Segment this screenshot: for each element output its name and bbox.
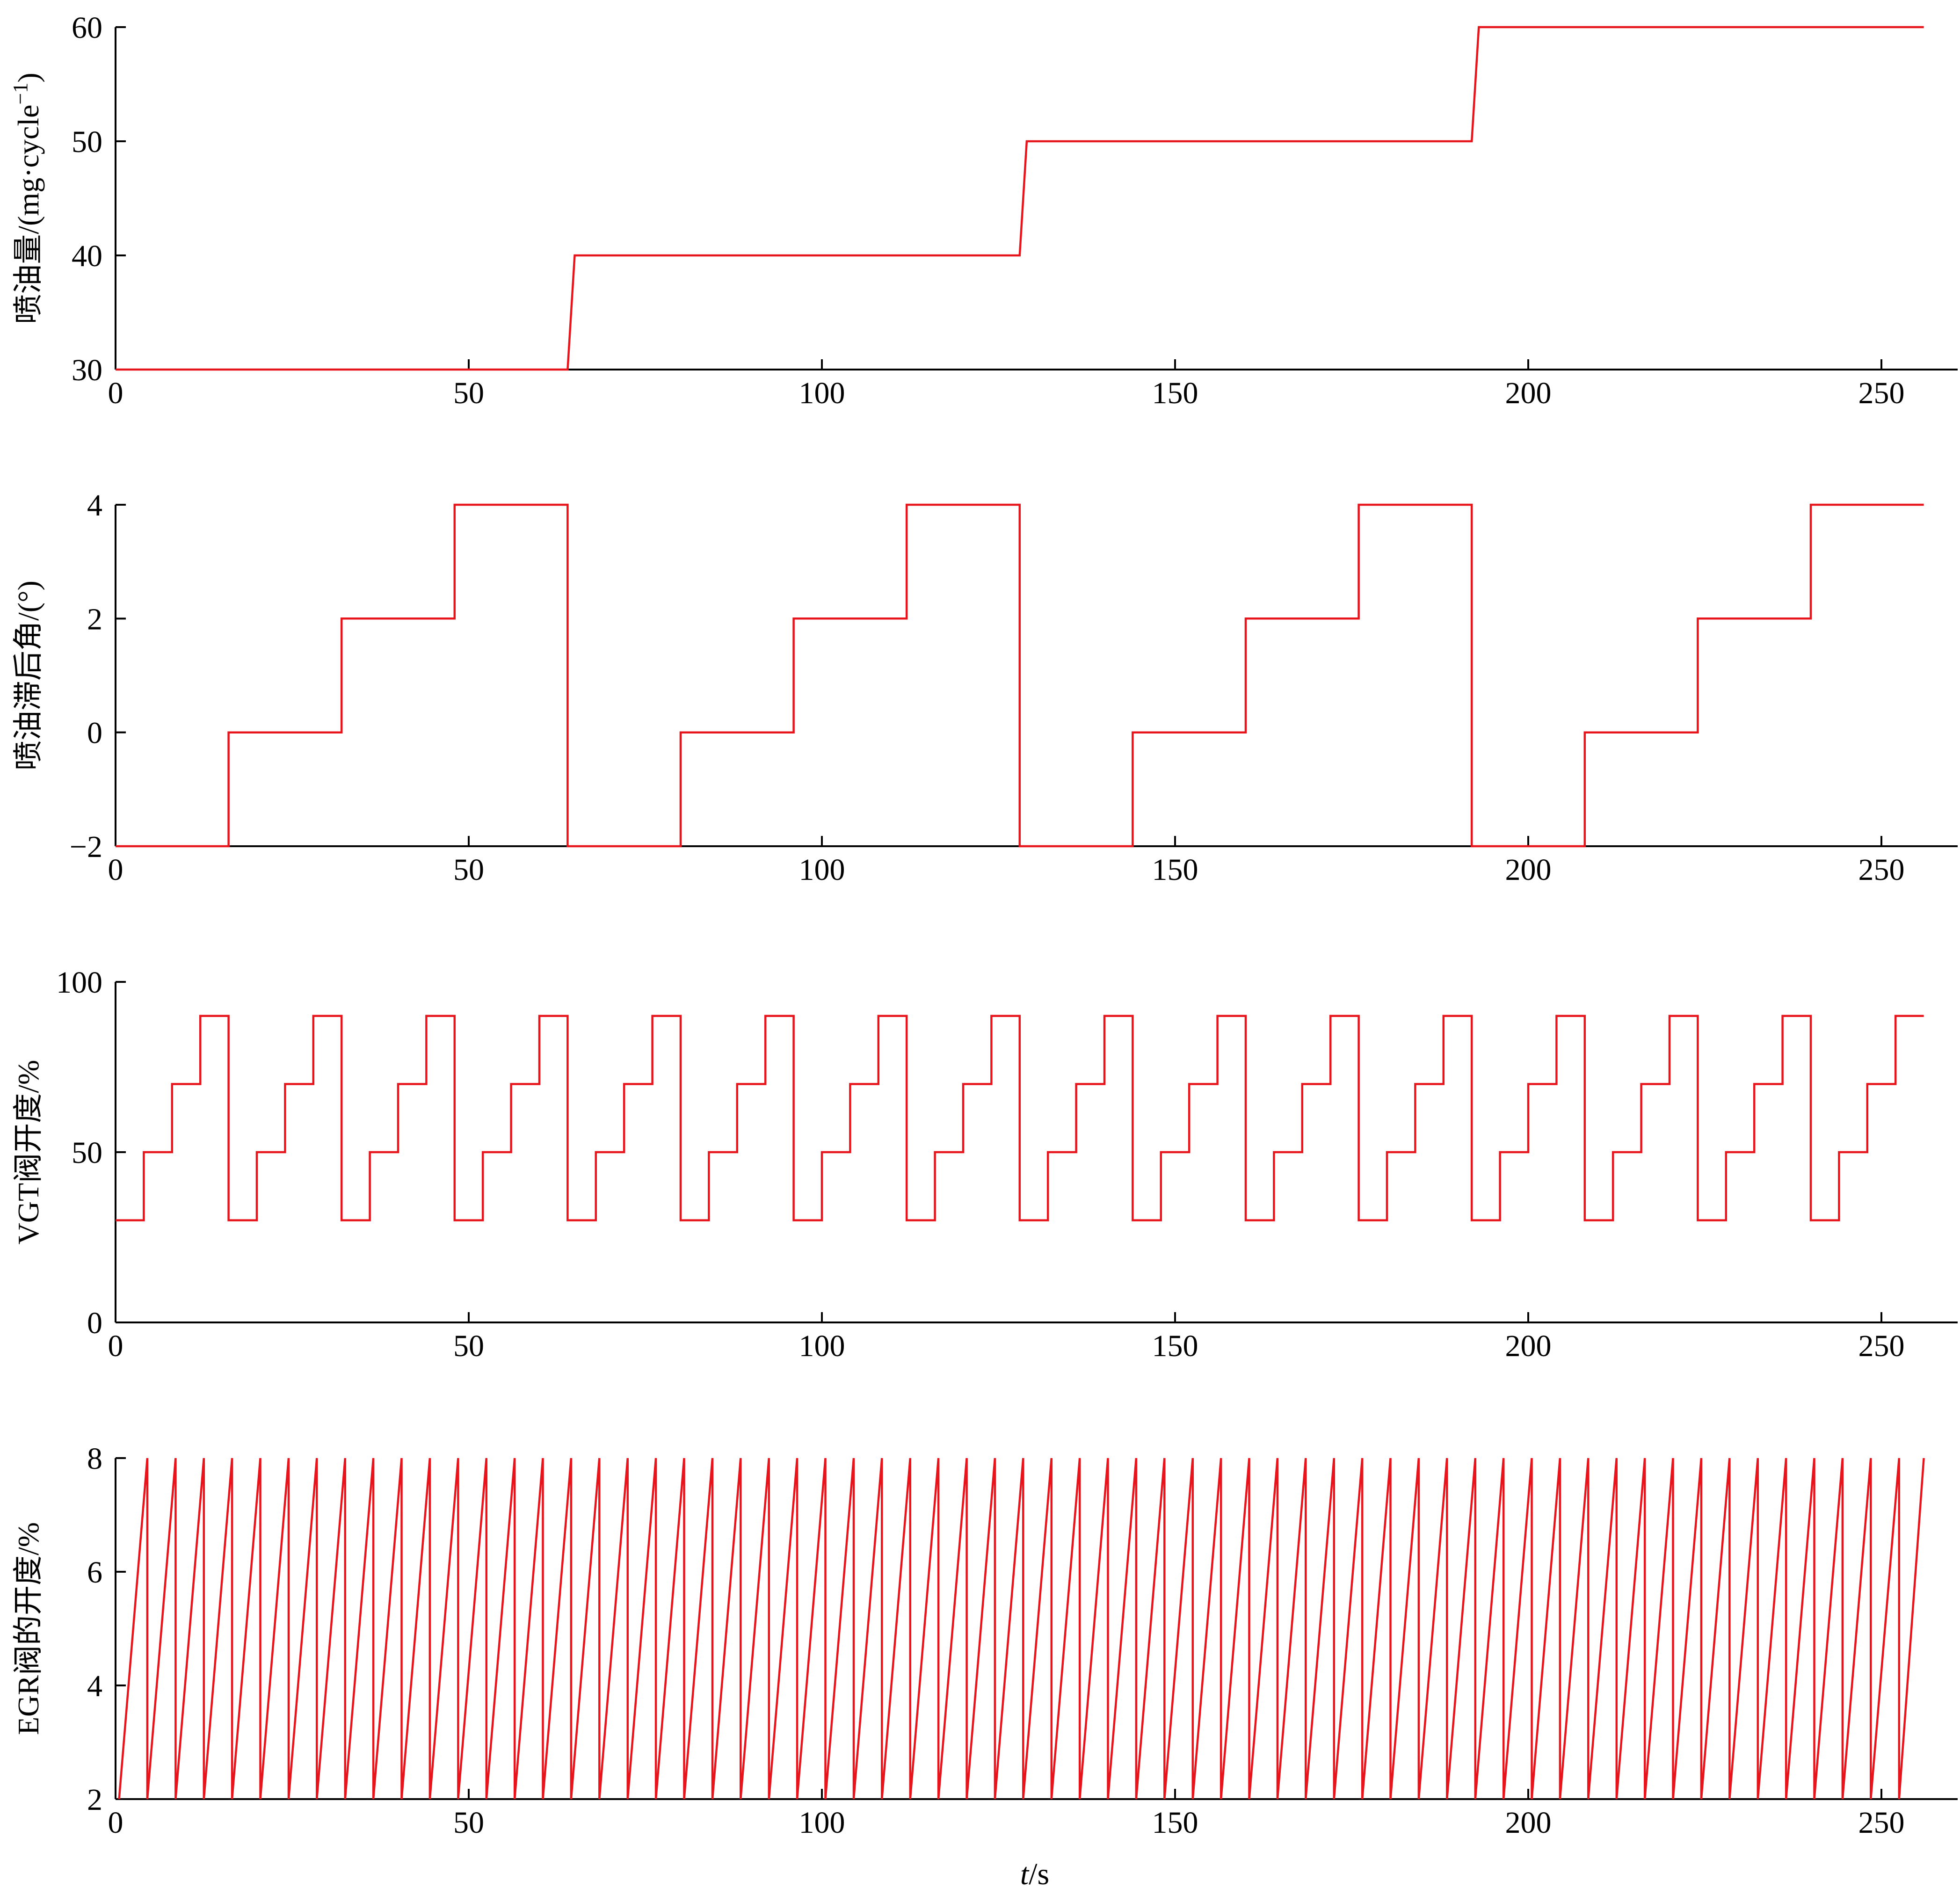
y-tick-label: 50 xyxy=(72,1136,102,1170)
x-tick-label: 250 xyxy=(1858,1806,1905,1840)
x-tick-label: 150 xyxy=(1152,376,1198,410)
y-tick-label: 60 xyxy=(72,11,102,45)
x-tick-label: 100 xyxy=(799,1806,845,1840)
x-tick-label: 50 xyxy=(453,1806,484,1840)
y-tick-label: 6 xyxy=(87,1555,102,1590)
subplot-1: 0 50 100 150 200 250 30 40 50 60 喷油量/(mg·cycle−1) xyxy=(9,11,1958,410)
y-axis-label: 喷油滞后角/(°) xyxy=(12,581,45,770)
x-axis-label-variable: t xyxy=(1020,1857,1030,1891)
y-tick-label: 100 xyxy=(56,966,102,1000)
y-axis-label: VGT阀开度/% xyxy=(12,1060,45,1245)
x-tick-label: 250 xyxy=(1858,376,1905,410)
x-tick-label: 50 xyxy=(453,376,484,410)
y-axis-label: EGR阀的开度/% xyxy=(12,1522,45,1735)
series-line xyxy=(116,26,1924,371)
x-tick-label: 200 xyxy=(1505,376,1552,410)
x-tick-label: 50 xyxy=(453,1329,484,1363)
x-tick-label: 0 xyxy=(108,853,123,887)
x-tick-label: 200 xyxy=(1505,1329,1552,1363)
y-tick-label: 2 xyxy=(87,1783,102,1817)
y-tick-label: 0 xyxy=(87,1306,102,1340)
y-tick-label: 0 xyxy=(87,716,102,750)
x-tick-label: 200 xyxy=(1505,853,1552,887)
x-tick-label: 150 xyxy=(1152,1806,1198,1840)
x-tick-label: 100 xyxy=(799,853,845,887)
series-line xyxy=(116,1015,1924,1221)
subplot-4: 0 50 100 150 200 250 2 4 6 8 EGR阀的开度/% xyxy=(12,1442,1958,1840)
x-tick-label: 250 xyxy=(1858,853,1905,887)
x-tick-label: 150 xyxy=(1152,1329,1198,1363)
y-tick-label: 8 xyxy=(87,1442,102,1476)
x-axis-label: t/s xyxy=(1020,1857,1049,1891)
subplot-3: 0 50 100 150 200 250 0 50 100 VGT阀开度/% xyxy=(12,966,1958,1363)
x-tick-label: 50 xyxy=(453,853,484,887)
y-tick-label: 4 xyxy=(87,1669,102,1703)
y-tick-label: 40 xyxy=(72,239,102,273)
subplots: 0 50 100 150 200 25030405060喷油量/(mg·cycle−1)0… xyxy=(9,11,1958,1840)
x-tick-label: 250 xyxy=(1858,1329,1905,1363)
y-tick-label: 50 xyxy=(72,125,102,159)
x-axis-label-unit: /s xyxy=(1029,1857,1049,1891)
x-tick-label: 100 xyxy=(799,376,845,410)
y-tick-label: −2 xyxy=(70,830,102,864)
x-tick-label: 0 xyxy=(108,1806,123,1840)
y-tick-label: 4 xyxy=(87,488,102,523)
x-tick-label: 100 xyxy=(799,1329,845,1363)
series-line xyxy=(116,503,1924,848)
x-tick-label: 0 xyxy=(108,376,123,410)
y-tick-label: 30 xyxy=(72,353,102,387)
y-tick-label: 2 xyxy=(87,602,102,636)
x-tick-label: 150 xyxy=(1152,853,1198,887)
y-axis-label: 喷油量/(mg·cycle−1) xyxy=(9,73,45,324)
x-tick-label: 200 xyxy=(1505,1806,1552,1840)
series-line xyxy=(118,1458,1925,1800)
x-tick-label: 0 xyxy=(108,1329,123,1363)
